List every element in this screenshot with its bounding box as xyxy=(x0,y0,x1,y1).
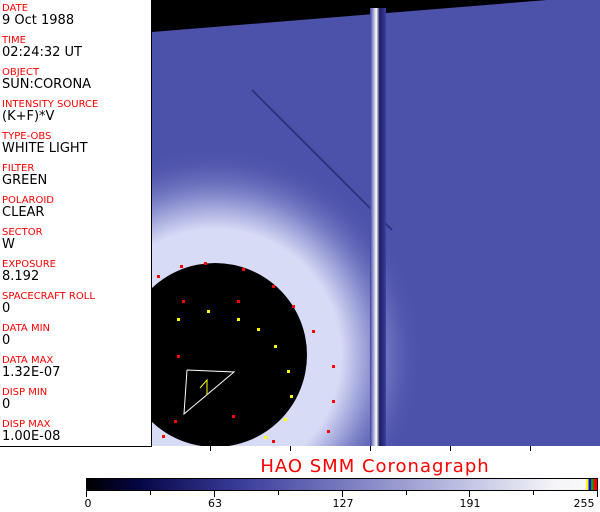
field-polaroid: POLAROID CLEAR xyxy=(2,195,150,220)
axis-tick xyxy=(210,446,211,451)
axis-tick xyxy=(290,446,291,451)
field-value: 0 xyxy=(2,301,11,316)
coronagraph-image xyxy=(152,0,600,446)
field-label: DISP MAX xyxy=(2,419,51,430)
field-value: 1.32E-07 xyxy=(2,365,61,380)
field-label: DISP MIN xyxy=(2,387,48,398)
field-object: OBJECT SUN:CORONA xyxy=(2,67,150,92)
field-value: WHITE LIGHT xyxy=(2,141,88,156)
field-filter: FILTER GREEN xyxy=(2,163,150,188)
field-disp-min: DISP MIN 0 xyxy=(2,387,150,412)
disk-markers xyxy=(157,262,335,443)
chart-title: HAO SMM Coronagraph xyxy=(260,456,490,477)
field-label: EXPOSURE xyxy=(2,259,57,270)
field-value: 8.192 xyxy=(2,269,40,284)
field-label: DATA MIN xyxy=(2,323,50,334)
field-value: 02:24:32 UT xyxy=(2,45,82,60)
colorbar-tick xyxy=(213,491,215,497)
field-sector: SECTOR W xyxy=(2,227,150,252)
field-value: 9 Oct 1988 xyxy=(2,13,75,28)
field-value: GREEN xyxy=(2,173,48,188)
field-value: 1.00E-08 xyxy=(2,429,61,444)
colorbar-tick-label: 63 xyxy=(208,497,222,510)
occulting-disk xyxy=(152,263,307,446)
colorbar-tick xyxy=(469,491,471,497)
colorbar-tick xyxy=(533,491,535,495)
field-label: SPACECRAFT ROLL xyxy=(2,291,95,302)
field-label: DATA MAX xyxy=(2,355,54,366)
colorbar-tick xyxy=(277,491,279,495)
axis-tick xyxy=(370,446,371,451)
colorbar-tick xyxy=(341,491,343,497)
field-value: SUN:CORONA xyxy=(2,77,92,92)
axis-tick xyxy=(450,446,451,451)
colorbar-tick-label: 0 xyxy=(84,497,92,510)
field-data-max: DATA MAX 1.32E-07 xyxy=(2,355,150,380)
colorbar-tick xyxy=(405,491,407,495)
header-info-panel: DATE 9 Oct 1988 TIME 02:24:32 UT OBJECT SUN:C… xyxy=(0,0,152,447)
pylon-stripe xyxy=(370,8,386,446)
colorbar xyxy=(86,478,598,491)
field-label: POLAROID xyxy=(2,195,55,206)
colorbar-tick-label: 255 xyxy=(573,497,595,510)
colorbar-tick-label: 127 xyxy=(332,497,354,510)
field-value: W xyxy=(2,237,15,252)
field-date: DATE 9 Oct 1988 xyxy=(2,3,150,28)
colorbar-tick xyxy=(86,491,87,497)
field-value: CLEAR xyxy=(2,205,45,220)
field-label: INTENSITY SOURCE xyxy=(2,99,99,110)
colorbar-tick xyxy=(597,491,599,497)
colorbar-tick xyxy=(149,491,151,495)
field-value: (K+F)*V xyxy=(2,109,55,124)
field-time: TIME 02:24:32 UT xyxy=(2,35,150,60)
field-label: TIME xyxy=(2,35,27,46)
field-data-min: DATA MIN 0 xyxy=(2,323,150,348)
field-exposure: EXPOSURE 8.192 xyxy=(2,259,150,284)
field-label: FILTER xyxy=(2,163,35,174)
field-type-obs: TYPE-OBS WHITE LIGHT xyxy=(2,131,150,156)
field-intensity-source: INTENSITY SOURCE (K+F)*V xyxy=(2,99,150,124)
field-label: TYPE-OBS xyxy=(2,131,52,142)
field-label: DATE xyxy=(2,3,29,14)
field-disp-max: DISP MAX 1.00E-08 xyxy=(2,419,150,444)
field-spacecraft-roll: SPACECRAFT ROLL 0 xyxy=(2,291,150,316)
field-value: 0 xyxy=(2,333,11,348)
axis-tick xyxy=(530,446,531,451)
field-label: SECTOR xyxy=(2,227,43,238)
colorbar-tick-label: 191 xyxy=(459,497,481,510)
field-value: 0 xyxy=(2,397,11,412)
field-label: OBJECT xyxy=(2,67,40,78)
